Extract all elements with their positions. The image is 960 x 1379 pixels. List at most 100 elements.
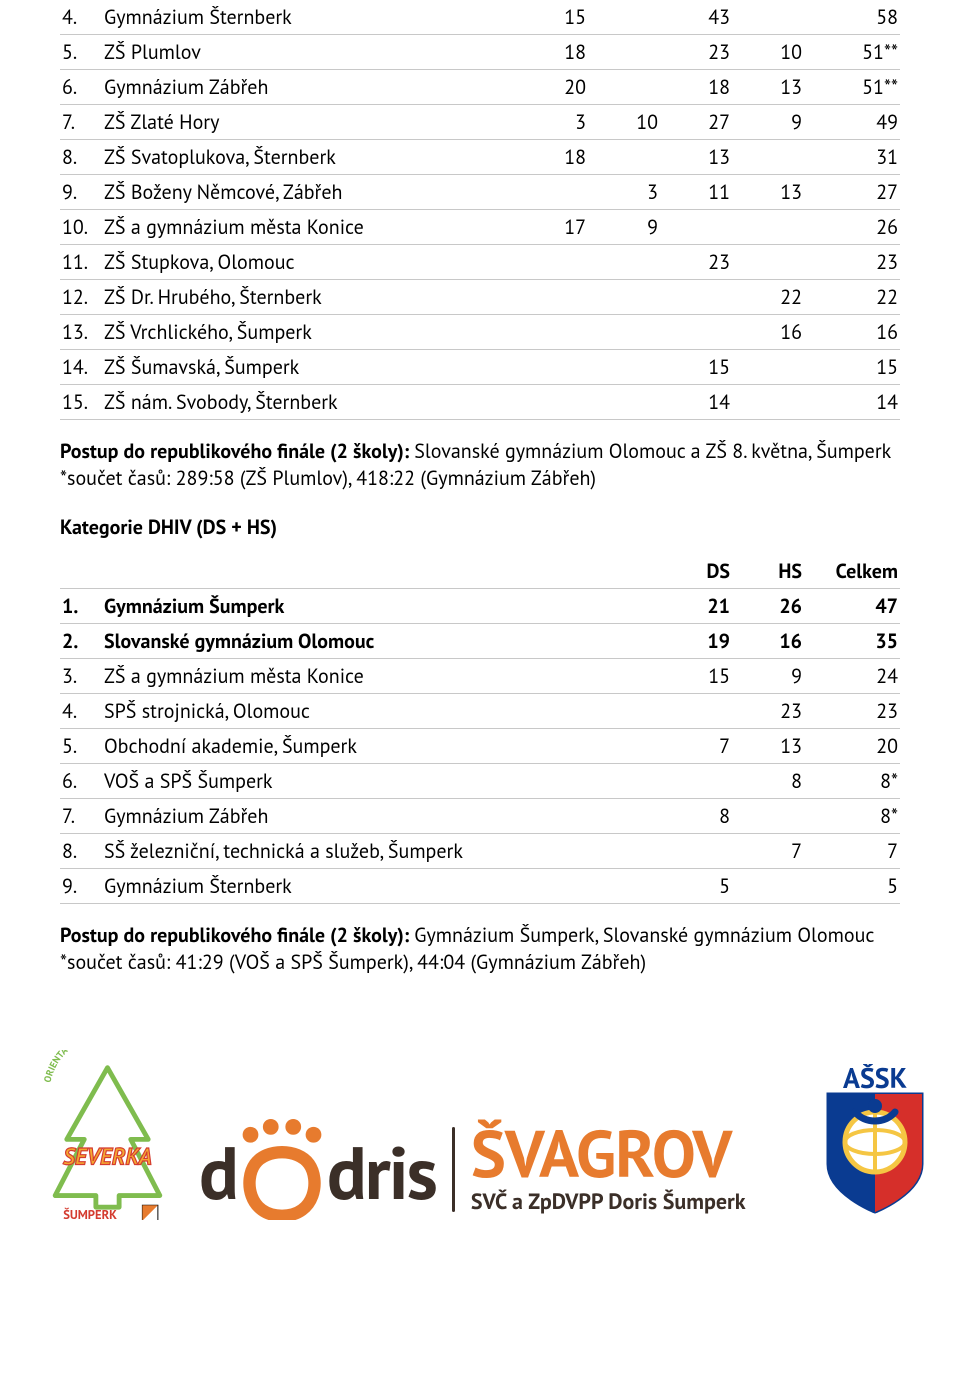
note-times: *součet časů: 289:58 (ZŠ Plumlov), 418:2… — [60, 465, 596, 491]
score-col — [588, 140, 660, 175]
rank: 7. — [60, 799, 102, 834]
total-col: 8* — [804, 799, 900, 834]
score-col: 15 — [660, 659, 732, 694]
logo-divider — [452, 1127, 455, 1212]
total-col: 31 — [804, 140, 900, 175]
school-name: Gymnázium Zábřeh — [102, 799, 660, 834]
score-col — [588, 70, 660, 105]
score-col: 8 — [732, 764, 804, 799]
school-name: SŠ železniční, technická a služeb, Šumpe… — [102, 834, 660, 869]
note-rest: Slovanské gymnázium Olomouc a ZŠ 8. květ… — [414, 438, 891, 464]
score-col — [588, 35, 660, 70]
school-name: ZŠ Šumavská, Šumperk — [102, 350, 516, 385]
score-col: 21 — [660, 589, 732, 624]
table-row: 12.ZŠ Dr. Hrubého, Šternberk2222 — [60, 280, 900, 315]
table-row: 13.ZŠ Vrchlického, Šumperk1616 — [60, 315, 900, 350]
rank: 14. — [60, 350, 102, 385]
col-hs: HS — [732, 554, 804, 589]
score-col: 18 — [516, 140, 588, 175]
school-name: VOŠ a SPŠ Šumperk — [102, 764, 660, 799]
results-table-1: 4.Gymnázium Šternberk1543585.ZŠ Plumlov1… — [60, 0, 900, 420]
table-row: 6.VOŠ a SPŠ Šumperk 88* — [60, 764, 900, 799]
rank: 12. — [60, 280, 102, 315]
rank: 10. — [60, 210, 102, 245]
score-col: 18 — [516, 35, 588, 70]
rank: 13. — [60, 315, 102, 350]
school-name: ZŠ Vrchlického, Šumperk — [102, 315, 516, 350]
score-col — [660, 834, 732, 869]
total-col: 5 — [804, 869, 900, 904]
rank: 2. — [60, 624, 102, 659]
school-name: Slovanské gymnázium Olomouc — [102, 624, 660, 659]
advance-note-2: Postup do republikového finále (2 školy)… — [60, 922, 900, 976]
assk-word: AŠSK — [843, 1064, 908, 1096]
school-name: Gymnázium Šternberk — [102, 0, 516, 35]
note-rest: Gymnázium Šumperk, Slovanské gymnázium O… — [414, 922, 874, 948]
score-col — [660, 210, 732, 245]
table-row: 2.Slovanské gymnázium Olomouc191635 — [60, 624, 900, 659]
category-header: Kategorie DHIV (DS + HS) — [60, 514, 900, 540]
score-col: 13 — [660, 140, 732, 175]
score-col — [516, 315, 588, 350]
total-col: 15 — [804, 350, 900, 385]
score-col: 23 — [660, 35, 732, 70]
rank: 8. — [60, 140, 102, 175]
score-col: 10 — [588, 105, 660, 140]
school-name: Gymnázium Šternberk — [102, 869, 660, 904]
score-col: 22 — [732, 280, 804, 315]
score-col: 26 — [732, 589, 804, 624]
score-col: 27 — [660, 105, 732, 140]
school-name: ZŠ Dr. Hrubého, Šternberk — [102, 280, 516, 315]
score-col — [588, 385, 660, 420]
doris-text: dris — [327, 1125, 436, 1220]
rank: 6. — [60, 70, 102, 105]
total-col: 49 — [804, 105, 900, 140]
table-row: 11.ZŠ Stupkova, Olomouc2323 — [60, 245, 900, 280]
score-col: 43 — [660, 0, 732, 35]
school-name: ZŠ a gymnázium města Konice — [102, 659, 660, 694]
total-col: 26 — [804, 210, 900, 245]
score-col — [660, 694, 732, 729]
table-row: 8.SŠ železniční, technická a služeb, Šum… — [60, 834, 900, 869]
score-col: 3 — [516, 105, 588, 140]
col-ds: DS — [660, 554, 732, 589]
school-name: ZŠ Boženy Němcové, Zábřeh — [102, 175, 516, 210]
score-col: 7 — [732, 834, 804, 869]
score-col: 13 — [732, 175, 804, 210]
svagrov-word: ŠVAGROV — [471, 1123, 746, 1186]
total-col: 20 — [804, 729, 900, 764]
table-row: 5.Obchodní akademie, Šumperk71320 — [60, 729, 900, 764]
note-lead: Postup do republikového finále (2 školy)… — [60, 438, 414, 464]
table-row: 15.ZŠ nám. Svobody, Šternberk1414 — [60, 385, 900, 420]
total-col: 8* — [804, 764, 900, 799]
table-row: 4.Gymnázium Šternberk154358 — [60, 0, 900, 35]
results-table-2: DSHSCelkem1.Gymnázium Šumperk2126472.Slo… — [60, 554, 900, 904]
total-col: 58 — [804, 0, 900, 35]
score-col: 14 — [660, 385, 732, 420]
table-row: 14.ZŠ Šumavská, Šumperk1515 — [60, 350, 900, 385]
school-name: ZŠ Stupkova, Olomouc — [102, 245, 516, 280]
score-col: 20 — [516, 70, 588, 105]
doris-svagrov-logo: d dris ŠVAGROV SVČ a ZpDVPP Doris Šumper… — [199, 1119, 806, 1220]
school-name: Gymnázium Šumperk — [102, 589, 660, 624]
score-col: 8 — [660, 799, 732, 834]
score-col: 13 — [732, 729, 804, 764]
score-col — [516, 175, 588, 210]
rank: 11. — [60, 245, 102, 280]
score-col — [516, 280, 588, 315]
rank: 6. — [60, 764, 102, 799]
severka-sub: ŠUMPERK — [63, 1207, 117, 1220]
score-col — [588, 280, 660, 315]
score-col: 9 — [732, 659, 804, 694]
score-col — [588, 350, 660, 385]
rank: 4. — [60, 0, 102, 35]
table-row: 7.ZŠ Zlaté Hory31027949 — [60, 105, 900, 140]
rank: 15. — [60, 385, 102, 420]
score-col — [732, 350, 804, 385]
score-col: 13 — [732, 70, 804, 105]
note-lead: Postup do republikového finále (2 školy)… — [60, 922, 414, 948]
assk-logo: AŠSK — [820, 1064, 930, 1220]
score-col: 11 — [660, 175, 732, 210]
total-col: 16 — [804, 315, 900, 350]
score-col: 19 — [660, 624, 732, 659]
